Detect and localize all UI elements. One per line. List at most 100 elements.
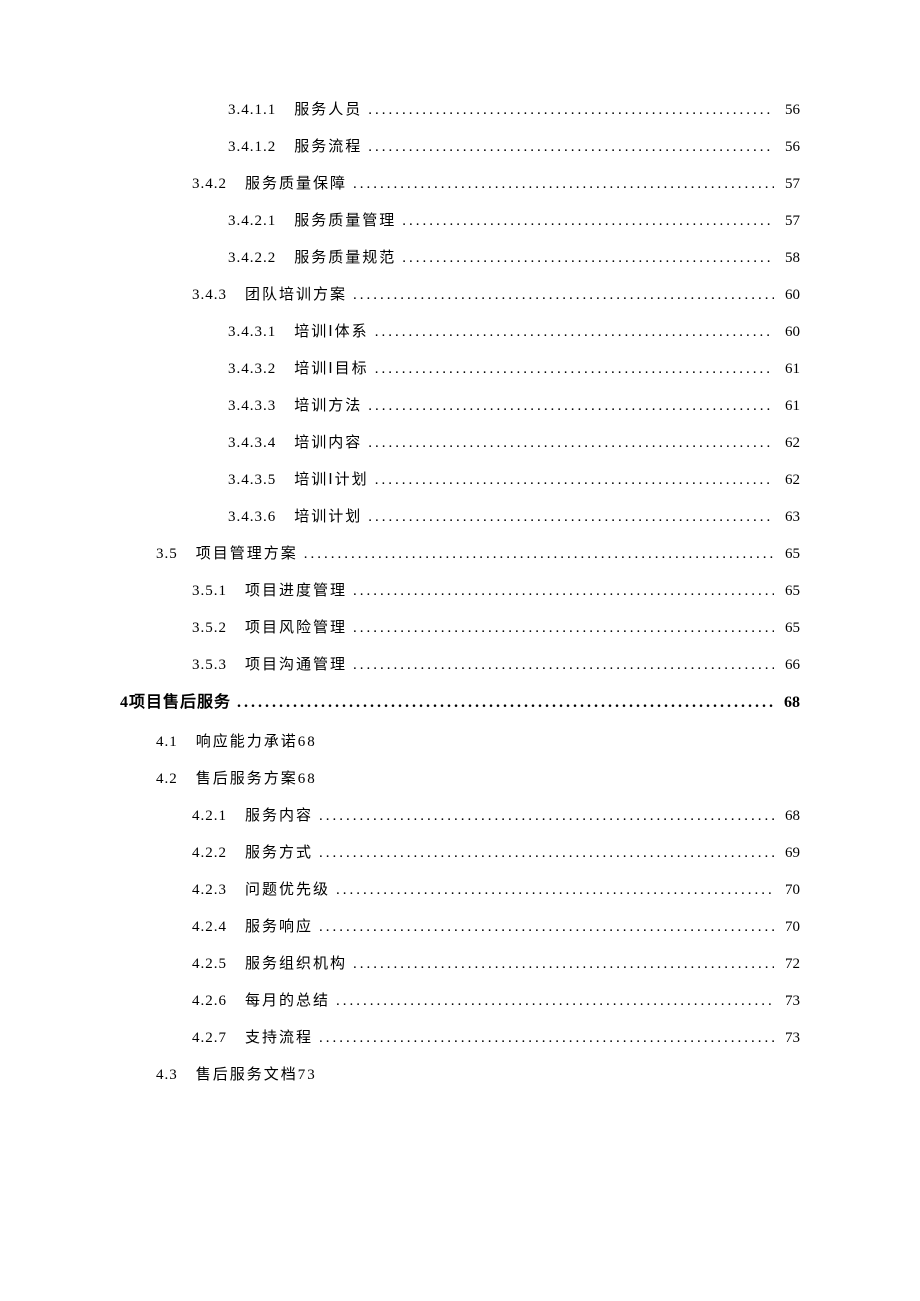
toc-leader-dots: ........................................… [353,618,774,639]
toc-entry-title: 服务质量规范 [294,248,396,269]
toc-entry-title: 培训内容 [294,433,362,454]
toc-entry: 3.4.3.6 培训计划.............................… [228,507,800,528]
toc-entry-title: 服务流程 [294,137,362,158]
toc-entry: 4.2.1服务内容...............................… [192,806,800,827]
toc-entry: 4项目售后服务.................................… [120,692,800,714]
toc-leader-dots: ........................................… [375,359,774,380]
toc-entry-number: 4.2.3 [192,880,227,901]
toc-entry-page: 57 [780,211,800,232]
toc-entry: 3.4.3.1 培训Ⅰ体系............................… [228,322,800,343]
toc-entry-title: 培训Ⅰ体系 [294,322,368,343]
toc-leader-dots: ........................................… [319,1028,774,1049]
toc-leader-dots: ........................................… [353,285,774,306]
toc-entry-number: 3.4.3.3 [228,396,276,417]
toc-entry-number: 3.4.2 [192,174,227,195]
toc-entry-title: 服务质量管理 [294,211,396,232]
toc-entry: 4.2售后服务方案68 [156,769,800,790]
toc-entry-title: 服务内容 [245,806,313,827]
toc-entry: 3.4.3团队培训方案.............................… [192,285,800,306]
toc-entry: 4.2.2 服务方式...............................… [192,843,800,864]
toc-entry-page: 73 [780,991,800,1012]
toc-entry-page: 56 [780,100,800,121]
toc-entry: 3.4.3.5培训Ⅰ计划............................… [228,470,800,491]
toc-entry-page: 73 [780,1028,800,1049]
toc-entry: 4.2.6 每月的总结..............................… [192,991,800,1012]
toc-leader-dots: ........................................… [353,954,774,975]
toc-leader-dots: ........................................… [336,991,774,1012]
toc-leader-dots: ........................................… [237,692,774,714]
toc-entry-page: 68 [780,692,800,714]
toc-entry-title: 培训Ⅰ目标 [294,359,368,380]
toc-entry-page: 62 [780,433,800,454]
toc-leader-dots: ........................................… [368,507,774,528]
toc-entry-number: 4.2.5 [192,954,227,975]
toc-entry-title: 问题优先级 [245,880,330,901]
toc-entry-number: 3.4.3.6 [228,507,276,528]
toc-entry: 4.2.5 服务组织机构.............................… [192,954,800,975]
document-page: 3.4.1.1服务人员.............................… [0,0,920,1301]
toc-entry-title: 培训计划 [294,507,362,528]
toc-entry: 4.3售后服务文档73 [156,1065,800,1086]
toc-entry-number: 3.4.3.4 [228,433,276,454]
toc-entry-title: 服务组织机构 [245,954,347,975]
toc-entry-page: 60 [780,285,800,306]
toc-entry-number: 4.2.4 [192,917,227,938]
toc-entry: 3.4.2.1服务质量管理...........................… [228,211,800,232]
toc-entry-page: 60 [780,322,800,343]
toc-entry-title: 服务人员 [294,100,362,121]
toc-entry-title: 服务质量保障 [245,174,347,195]
toc-leader-dots: ........................................… [402,248,774,269]
toc-entry-number: 4.2.2 [192,843,227,864]
toc-entry-page: 61 [780,359,800,380]
toc-entry: 4.2.4服务响应...............................… [192,917,800,938]
toc-entry-page: 66 [780,655,800,676]
toc-entry-title: 培训方法 [294,396,362,417]
toc-leader-dots: ........................................… [319,843,774,864]
toc-entry-page: 57 [780,174,800,195]
toc-entry: 4.2.7支持流程...............................… [192,1028,800,1049]
toc-entry-page: 62 [780,470,800,491]
toc-leader-dots: ........................................… [353,174,774,195]
toc-entry: 3.4.3.3 培训方法.............................… [228,396,800,417]
toc-leader-dots: ........................................… [353,581,774,602]
toc-entry-page: 65 [780,544,800,565]
toc-entry-title: 项目管理方案 [196,544,298,565]
toc-leader-dots: ........................................… [368,396,774,417]
toc-entry: 3.4.3.2培训Ⅰ目标............................… [228,359,800,380]
toc-entry-title: 项目售后服务 [129,692,231,714]
toc-leader-dots: ........................................… [375,322,774,343]
toc-entry-title: 响应能力承诺68 [196,732,317,753]
toc-entry: 4.2.3 问题优先级..............................… [192,880,800,901]
toc-entry-title: 服务响应 [245,917,313,938]
toc-entry-number: 4.2 [156,769,178,790]
toc-entry-title: 每月的总结 [245,991,330,1012]
toc-entry: 3.5项目管理方案...............................… [156,544,800,565]
toc-entry-number: 4 [120,692,129,714]
toc-entry-page: 70 [780,917,800,938]
toc-entry-number: 4.2.1 [192,806,227,827]
toc-entry: 3.4.2 服务质量保障.............................… [192,174,800,195]
toc-entry-number: 3.4.3.1 [228,322,276,343]
toc-entry: 3.4.1.1服务人员.............................… [228,100,800,121]
toc-entry-title: 培训Ⅰ计划 [294,470,368,491]
toc-entry: 3.4.2.2 服务质量规范...........................… [228,248,800,269]
toc-entry-number: 3.4.1.2 [228,137,276,158]
toc-entry-number: 4.2.6 [192,991,227,1012]
toc-leader-dots: ........................................… [353,655,774,676]
toc-entry-number: 3.4.2.2 [228,248,276,269]
toc-entry-number: 3.5.3 [192,655,227,676]
table-of-contents: 3.4.1.1服务人员.............................… [120,100,800,1086]
toc-entry: 3.4.3.4培训内容.............................… [228,433,800,454]
toc-leader-dots: ........................................… [402,211,774,232]
toc-entry-number: 3.5.1 [192,581,227,602]
toc-entry-page: 72 [780,954,800,975]
toc-entry-page: 61 [780,396,800,417]
toc-entry-number: 3.4.3 [192,285,227,306]
toc-entry-title: 服务方式 [245,843,313,864]
toc-entry-title: 支持流程 [245,1028,313,1049]
toc-leader-dots: ........................................… [336,880,774,901]
toc-entry-number: 3.4.3.5 [228,470,276,491]
toc-entry-number: 3.5.2 [192,618,227,639]
toc-entry: 3.5.2项目风险管理.............................… [192,618,800,639]
toc-entry-page: 58 [780,248,800,269]
